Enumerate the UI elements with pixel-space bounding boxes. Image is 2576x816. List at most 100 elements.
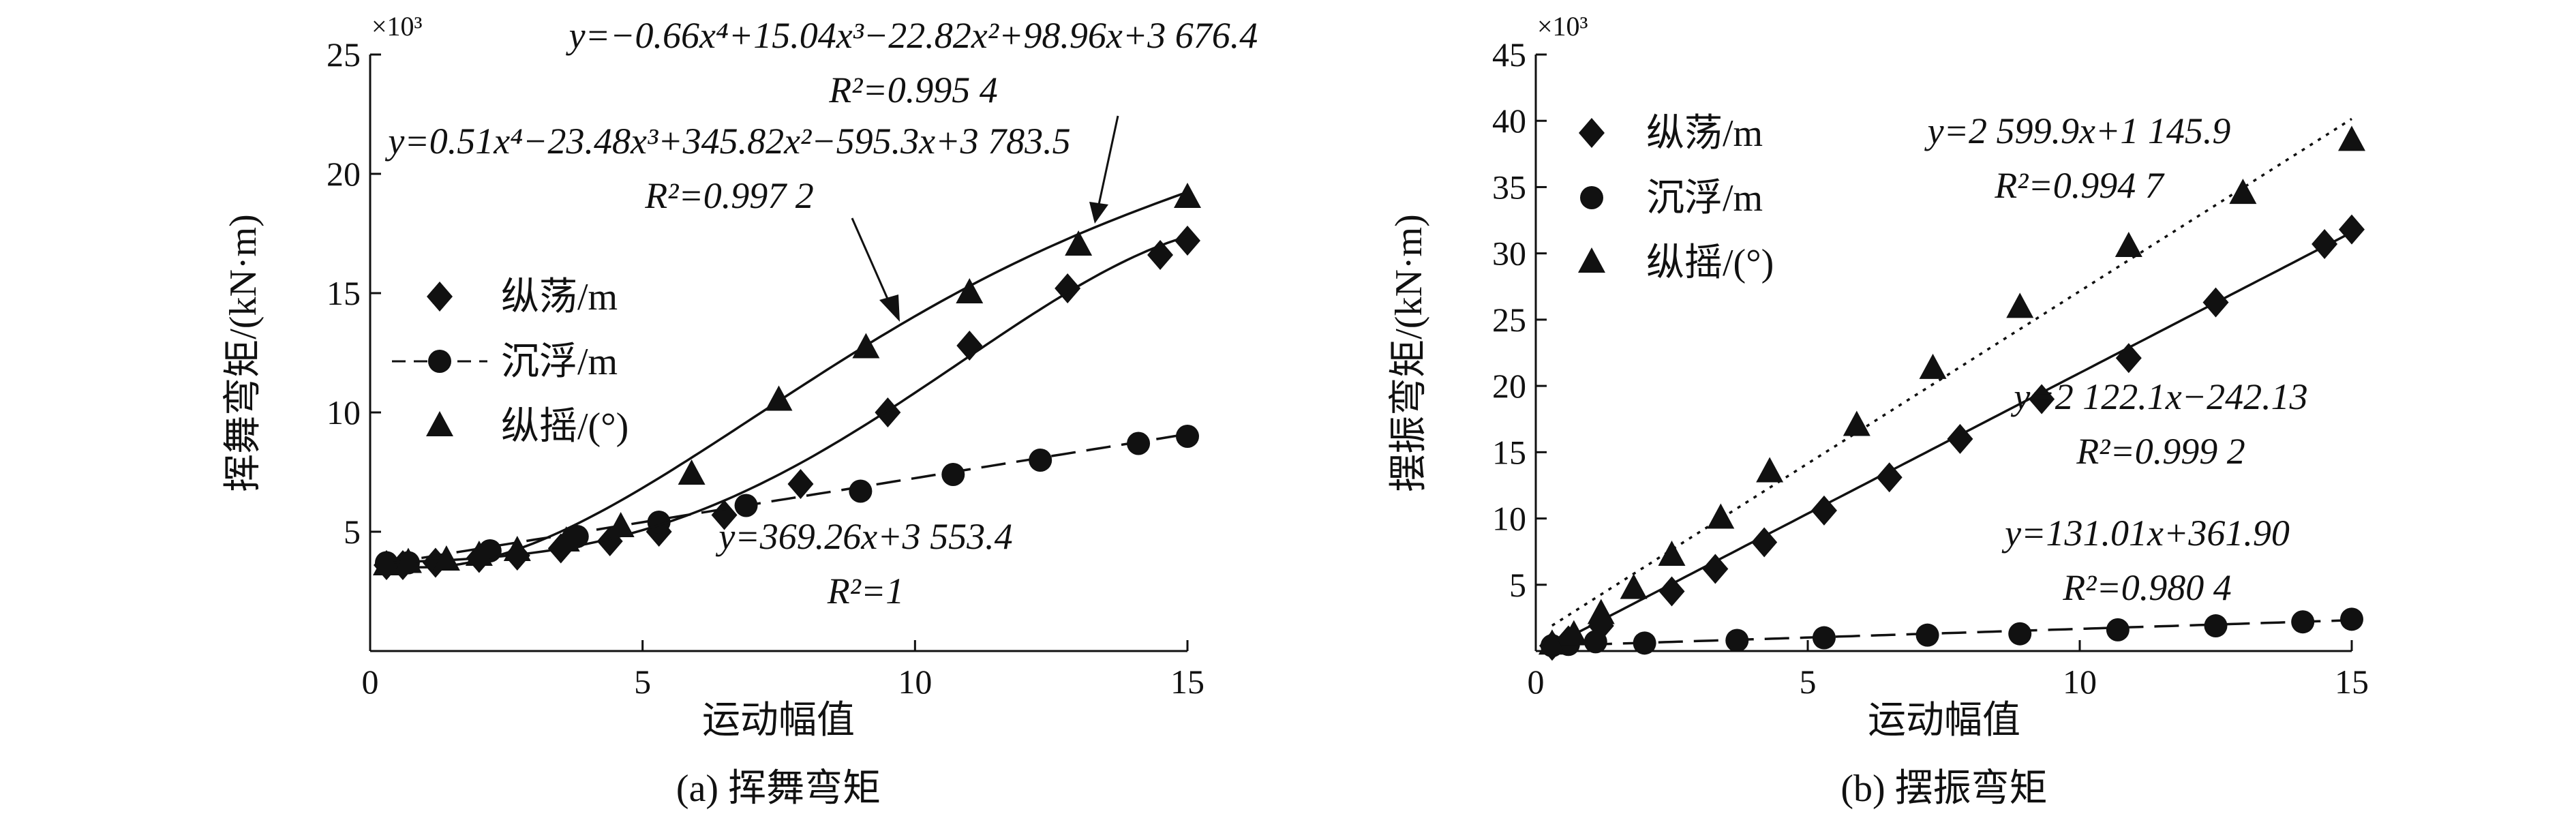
fit-equation: y=−0.66x⁴+15.04x³−22.82x²+98.96x+3 676.4 bbox=[566, 15, 1258, 56]
data-point-triangle bbox=[2115, 231, 2142, 257]
data-point-triangle bbox=[1658, 541, 1686, 566]
legend-marker-diamond bbox=[427, 282, 453, 312]
r-squared-label: R²=0.995 4 bbox=[828, 70, 998, 110]
data-point-triangle bbox=[1174, 183, 1201, 208]
legend-marker-circle bbox=[1580, 186, 1603, 209]
data-point-triangle bbox=[1756, 457, 1784, 483]
x-tick-label: 10 bbox=[898, 663, 932, 701]
data-point-diamond bbox=[875, 397, 901, 427]
y-tick-label: 5 bbox=[1509, 566, 1526, 604]
x-tick-label: 15 bbox=[2335, 663, 2369, 701]
data-point-diamond bbox=[2115, 343, 2142, 374]
r-squared-label: R²=0.999 2 bbox=[2076, 431, 2245, 472]
data-point-circle bbox=[1725, 629, 1749, 652]
legend-label: 纵荡/m bbox=[501, 276, 618, 318]
data-point-circle bbox=[941, 463, 965, 486]
data-point-diamond bbox=[2029, 384, 2055, 414]
data-point-circle bbox=[1176, 425, 1199, 448]
fit-equation: y=0.51x⁴−23.48x³+345.82x²−595.3x+3 783.5 bbox=[384, 121, 1070, 162]
data-point-triangle bbox=[465, 541, 493, 566]
data-point-triangle bbox=[1843, 410, 1870, 436]
r-squared-label: R²=0.980 4 bbox=[2062, 567, 2232, 608]
data-point-circle bbox=[2204, 614, 2228, 638]
chart-caption: (b) 摆振弯矩 bbox=[1840, 768, 2047, 810]
arrowhead bbox=[1089, 202, 1108, 224]
data-point-triangle bbox=[2338, 125, 2365, 151]
data-point-circle bbox=[1633, 631, 1656, 655]
data-point-circle bbox=[2008, 622, 2032, 646]
data-point-triangle bbox=[1560, 620, 1588, 646]
y-tick-label: 20 bbox=[327, 155, 361, 193]
data-point-triangle bbox=[2229, 179, 2257, 205]
x-tick-label: 0 bbox=[362, 663, 379, 701]
y-tick-label: 25 bbox=[327, 35, 361, 74]
fit-line-1 bbox=[386, 433, 1188, 565]
data-point-diamond bbox=[2202, 287, 2229, 318]
y-tick-label: 45 bbox=[1492, 35, 1526, 74]
data-point-diamond bbox=[2339, 214, 2365, 245]
data-point-triangle bbox=[852, 333, 880, 359]
x-tick-label: 5 bbox=[1800, 663, 1817, 701]
fit-equation: y=2 599.9x+1 145.9 bbox=[1924, 110, 2231, 151]
y-tick-label: 15 bbox=[1492, 433, 1526, 471]
data-point-diamond bbox=[1751, 527, 1778, 558]
arrowhead bbox=[879, 294, 900, 322]
fit-line-1 bbox=[1551, 619, 2352, 647]
data-point-triangle bbox=[607, 512, 635, 537]
data-point-circle bbox=[1127, 432, 1151, 455]
data-point-circle bbox=[1029, 449, 1052, 472]
data-point-triangle bbox=[552, 526, 580, 551]
legend-marker-triangle bbox=[1578, 247, 1605, 273]
x-tick-label: 0 bbox=[1528, 663, 1545, 701]
data-point-diamond bbox=[1702, 554, 1729, 584]
axis-multiplier: ×10³ bbox=[1537, 11, 1588, 42]
data-point-triangle bbox=[765, 385, 793, 411]
legend-marker-diamond bbox=[1579, 118, 1605, 148]
data-point-diamond bbox=[1658, 576, 1685, 607]
data-point-diamond bbox=[711, 500, 738, 530]
data-point-circle bbox=[1584, 630, 1607, 654]
r-squared-label: R²=1 bbox=[827, 571, 905, 611]
data-point-triangle bbox=[1065, 230, 1093, 256]
x-tick-label: 15 bbox=[1170, 663, 1204, 701]
data-point-circle bbox=[1812, 626, 1836, 650]
data-point-triangle bbox=[1620, 573, 1648, 599]
data-point-circle bbox=[2340, 607, 2363, 631]
legend-marker-triangle bbox=[426, 411, 453, 436]
annotation-arrow bbox=[851, 217, 891, 304]
data-point-triangle bbox=[1538, 629, 1566, 655]
x-axis-label: 运动幅值 bbox=[1868, 699, 2020, 742]
data-point-circle bbox=[849, 479, 873, 503]
data-point-diamond bbox=[787, 469, 814, 499]
fit-equation: y=2 122.1x−242.13 bbox=[2010, 376, 2307, 417]
y-tick-label: 20 bbox=[1492, 367, 1526, 405]
annotation-arrow bbox=[1097, 115, 1119, 205]
y-axis-label: 挥舞弯矩/(kN·m) bbox=[222, 214, 264, 492]
data-point-triangle bbox=[956, 278, 984, 303]
legend-label: 沉浮/m bbox=[1646, 177, 1763, 220]
fit-equation: y=131.01x+361.90 bbox=[2001, 513, 2290, 554]
legend-marker-circle bbox=[428, 350, 451, 373]
y-tick-label: 15 bbox=[327, 274, 361, 312]
y-tick-label: 35 bbox=[1492, 168, 1526, 206]
data-point-triangle bbox=[372, 550, 400, 575]
r-squared-label: R²=0.994 7 bbox=[1994, 165, 2165, 206]
legend: 纵荡/m 沉浮/m 纵摇/(°) bbox=[1578, 112, 1774, 284]
x-tick-label: 5 bbox=[634, 663, 651, 701]
data-point-diamond bbox=[1876, 462, 1903, 493]
fit-equation: y=369.26x+3 553.4 bbox=[715, 516, 1012, 557]
legend-label: 沉浮/m bbox=[501, 341, 618, 383]
data-point-triangle bbox=[2006, 292, 2034, 318]
y-tick-label: 25 bbox=[1492, 301, 1526, 339]
x-axis-label: 运动幅值 bbox=[702, 699, 855, 742]
legend: 纵荡/m 沉浮/m 纵摇/(°) bbox=[392, 276, 628, 448]
data-point-triangle bbox=[1919, 353, 1947, 379]
data-point-diamond bbox=[1175, 226, 1200, 256]
y-tick-label: 10 bbox=[1492, 500, 1526, 538]
data-point-triangle bbox=[503, 536, 531, 561]
data-point-triangle bbox=[432, 545, 460, 571]
y-axis-label: 摆振弯矩/(kN·m) bbox=[1388, 214, 1430, 492]
data-point-triangle bbox=[678, 459, 706, 485]
data-point-circle bbox=[734, 494, 758, 517]
